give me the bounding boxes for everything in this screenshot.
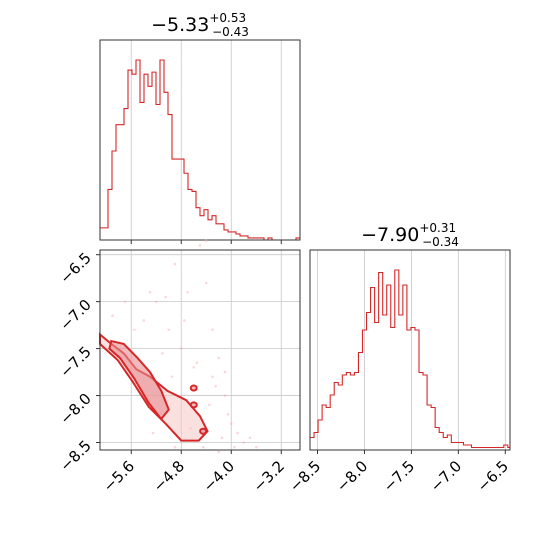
contour-blob-2 xyxy=(199,427,208,435)
contour-blob-0 xyxy=(189,384,198,392)
hist-1-title: −5.33+0.53 −0.43 xyxy=(151,11,249,39)
joint-y-ticks: −8.5 −8.0 −7.5 −7.0 −6.5 xyxy=(56,249,100,475)
param-1-median: −5.33 xyxy=(151,14,209,36)
sample-point-23 xyxy=(201,445,205,449)
sample-point-37 xyxy=(217,450,221,454)
contour-inner xyxy=(108,339,170,421)
sample-point-1 xyxy=(198,244,202,247)
sample-point-35 xyxy=(248,436,252,440)
sample-point-0 xyxy=(173,262,177,266)
joint-samples xyxy=(111,239,258,454)
contour-blob-1 xyxy=(189,401,198,409)
joint-xtick-label-3: −3.2 xyxy=(250,457,288,495)
sample-point-9 xyxy=(236,431,239,435)
sample-point-13 xyxy=(167,328,171,332)
hist-1-panel: −5.33+0.53 −0.43 xyxy=(99,11,301,244)
joint-xtick-label-2: −4.0 xyxy=(200,457,238,495)
sample-point-21 xyxy=(208,403,211,407)
joint-frame xyxy=(99,249,301,451)
hist-2-xtick-label-0: −8.5 xyxy=(286,457,324,495)
hist-2-xtick-label-1: −8.0 xyxy=(333,457,371,495)
param-1-lower: −0.43 xyxy=(212,25,249,39)
contour-blobs xyxy=(189,384,208,435)
sample-point-8 xyxy=(229,422,233,426)
joint-panel: −5.6 −4.8 −4.0 −3.2 −8.5 −8.0 −7.5 −7.0 −6.5 xyxy=(56,239,301,496)
sample-point-5 xyxy=(217,356,221,360)
joint-ytick-label-1: −8.0 xyxy=(56,390,94,428)
sample-point-27 xyxy=(161,351,164,355)
hist-2-frame xyxy=(309,249,511,451)
sample-point-3 xyxy=(186,290,189,294)
sample-point-29 xyxy=(179,394,183,397)
hist-2-xtick-label-3: −7.0 xyxy=(427,457,465,495)
sample-point-30 xyxy=(211,375,214,379)
hist-1-steps xyxy=(100,59,300,241)
hist-2-xtick-label-4: −6.5 xyxy=(474,457,512,495)
sample-point-19 xyxy=(170,375,174,379)
joint-xtick-label-1: −4.8 xyxy=(150,457,188,495)
sample-point-14 xyxy=(154,300,158,303)
sample-point-32 xyxy=(164,295,167,299)
hist-2-ticks: −8.5 −8.0 −7.5 −7.0 −6.5 xyxy=(286,450,512,496)
sample-point-33 xyxy=(183,319,186,322)
sample-point-12 xyxy=(179,347,183,350)
hist-1-ticks xyxy=(130,240,282,244)
param-2-median: −7.90 xyxy=(361,224,419,246)
sample-point-2 xyxy=(204,239,208,242)
hist-2-panel: −8.5 −8.0 −7.5 −7.0 −6.5 −7.90+0.31 −0.34 xyxy=(286,221,512,496)
sample-point-6 xyxy=(214,384,217,388)
joint-ytick-label-4: −6.5 xyxy=(56,249,94,287)
sample-point-15 xyxy=(142,319,146,322)
sample-point-17 xyxy=(111,314,114,318)
sample-point-20 xyxy=(195,361,199,364)
param-2-upper: +0.31 xyxy=(419,221,456,235)
sample-point-10 xyxy=(242,441,246,444)
sample-point-16 xyxy=(123,300,127,303)
param-1-upper: +0.53 xyxy=(209,11,246,25)
hist-1-frame xyxy=(99,39,301,241)
sample-point-7 xyxy=(223,394,227,397)
sample-point-34 xyxy=(204,281,208,285)
joint-ytick-label-3: −7.0 xyxy=(56,296,94,334)
hist-2-gridlines xyxy=(317,250,506,450)
sample-point-18 xyxy=(148,290,152,294)
sample-point-31 xyxy=(223,370,227,374)
sample-point-36 xyxy=(254,445,258,449)
hist-2-xtick-label-2: −7.5 xyxy=(380,457,418,495)
joint-ytick-label-2: −7.5 xyxy=(56,343,94,381)
param-2-lower: −0.34 xyxy=(422,235,459,249)
joint-x-ticks: −5.6 −4.8 −4.0 −3.2 xyxy=(100,450,288,496)
sample-point-11 xyxy=(192,366,196,369)
sample-point-38 xyxy=(173,445,177,449)
sample-point-24 xyxy=(226,413,230,416)
hist-2-title: −7.90+0.31 −0.34 xyxy=(361,221,459,249)
sample-point-22 xyxy=(220,436,224,440)
sample-point-4 xyxy=(211,328,214,332)
sample-point-28 xyxy=(133,328,136,332)
sample-point-25 xyxy=(233,445,236,449)
sample-point-39 xyxy=(151,431,155,435)
joint-xtick-label-0: −5.6 xyxy=(100,457,138,495)
hist-2-steps xyxy=(310,269,510,449)
joint-ytick-label-0: −8.5 xyxy=(56,437,94,475)
hist-1-gridlines xyxy=(130,40,282,240)
